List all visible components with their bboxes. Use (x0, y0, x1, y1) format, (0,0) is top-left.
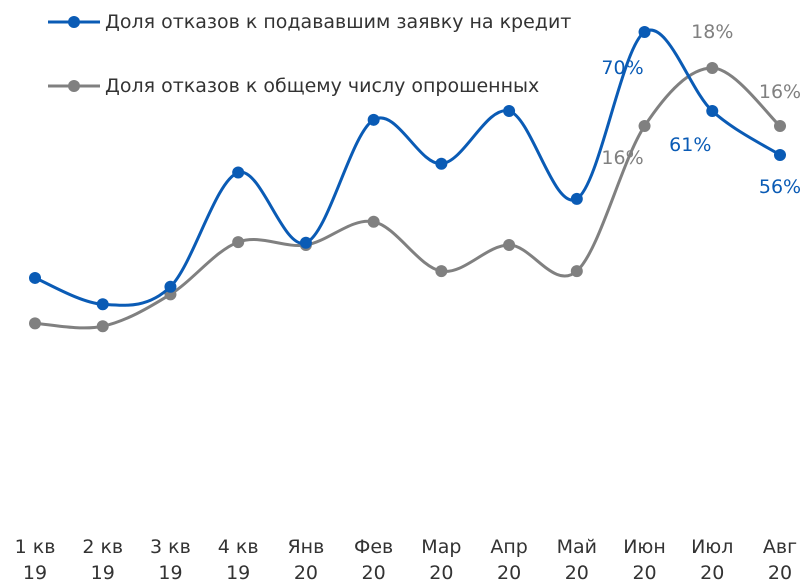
data-point (706, 105, 719, 118)
data-label: 56% (759, 176, 801, 198)
data-point (232, 166, 245, 179)
data-point (96, 320, 109, 333)
x-tick-label: Май 20 (557, 536, 597, 581)
x-tick-label: Авг 20 (763, 536, 797, 581)
x-tick-label: 3 кв 19 (150, 536, 191, 581)
series-line (34, 66, 782, 330)
x-tick-label: Фев 20 (354, 536, 393, 581)
data-point (367, 113, 380, 126)
data-point (503, 239, 516, 251)
data-label: 18% (691, 21, 733, 43)
x-tick-label: 1 кв 19 (15, 536, 56, 581)
data-point (299, 236, 312, 249)
x-tick-label: Янв 20 (287, 536, 324, 581)
data-label: 70% (601, 57, 643, 79)
data-label: 61% (669, 134, 711, 156)
x-tick-label: Июн 20 (623, 536, 666, 581)
data-point (638, 120, 651, 133)
data-point (570, 265, 583, 278)
legend-label: Доля отказов к общему числу опрошенных (105, 75, 540, 97)
data-point (96, 298, 109, 311)
x-tick-label: 2 кв 19 (82, 536, 123, 581)
data-point (367, 215, 380, 228)
data-point (29, 271, 41, 284)
legend-label: Доля отказов к подававшим заявку на кред… (105, 11, 572, 33)
data-point (570, 192, 583, 205)
data-point (435, 265, 448, 278)
data-point (435, 157, 448, 170)
data-label: 16% (601, 147, 643, 169)
data-point (774, 148, 786, 161)
data-point (29, 317, 41, 330)
data-label: 16% (759, 81, 801, 103)
x-tick-label: 4 кв 19 (218, 536, 259, 581)
legend-marker (68, 80, 80, 92)
data-point (774, 120, 786, 133)
x-tick-label: Мар 20 (421, 536, 461, 581)
data-point (164, 280, 177, 293)
legend-marker (68, 16, 80, 28)
x-tick-label: Апр 20 (490, 536, 527, 581)
x-tick-label: Июл 20 (691, 536, 733, 581)
data-point (503, 105, 516, 118)
data-point (232, 236, 245, 249)
data-point (638, 25, 651, 38)
data-point (706, 62, 719, 75)
